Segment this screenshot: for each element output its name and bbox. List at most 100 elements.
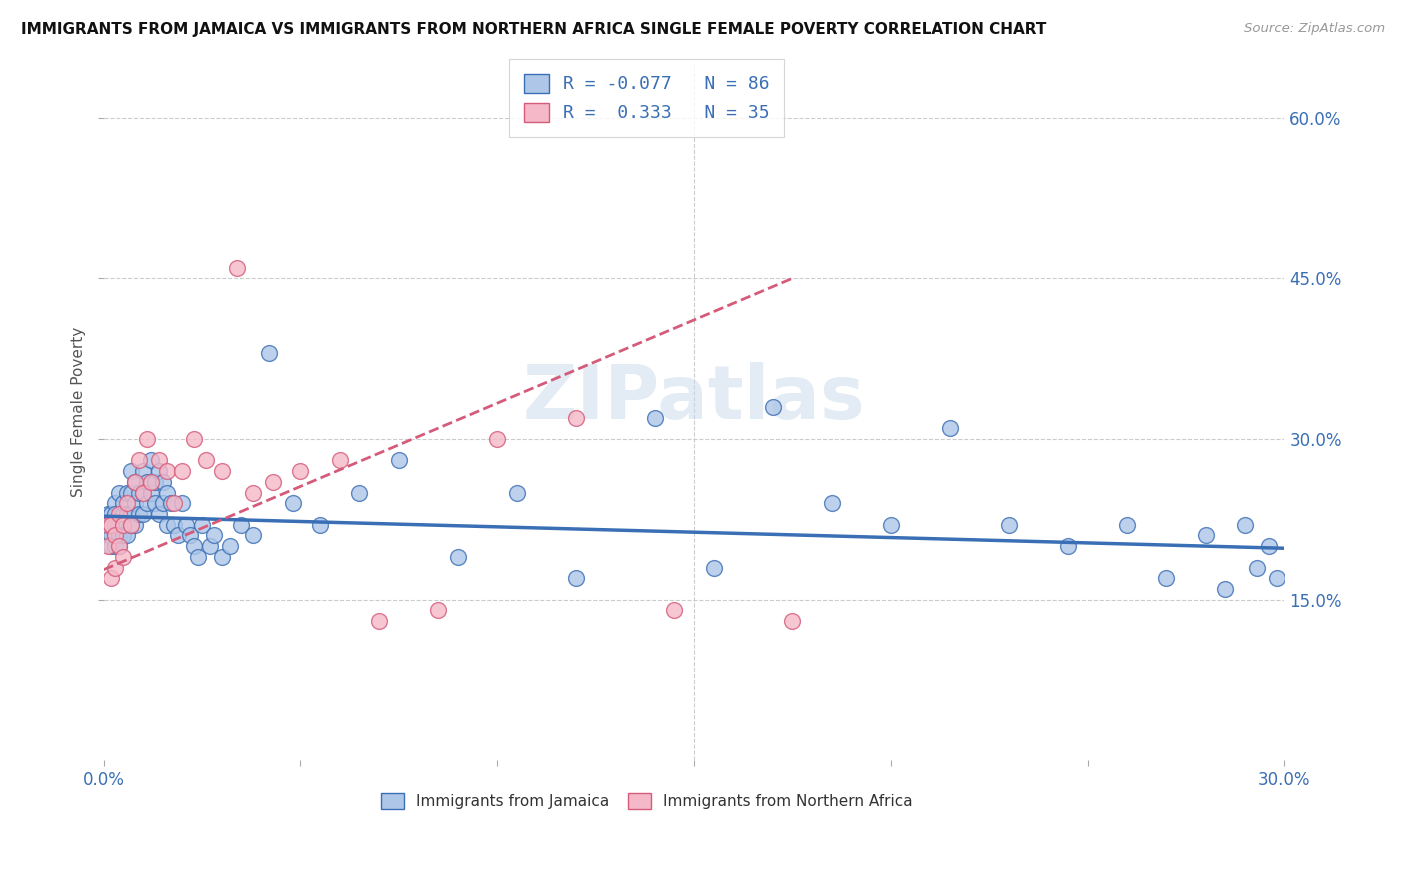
Point	[1195, 528, 1218, 542]
Point	[939, 421, 962, 435]
Point	[128, 453, 150, 467]
Point	[163, 496, 186, 510]
Point	[447, 549, 470, 564]
Point	[100, 517, 122, 532]
Point	[152, 496, 174, 510]
Point	[124, 496, 146, 510]
Point	[281, 496, 304, 510]
Point	[115, 485, 138, 500]
Point	[120, 464, 142, 478]
Point	[108, 528, 131, 542]
Point	[1215, 582, 1237, 596]
Point	[104, 507, 127, 521]
Point	[143, 475, 166, 489]
Point	[231, 517, 253, 532]
Point	[644, 410, 666, 425]
Point	[112, 549, 135, 564]
Point	[100, 507, 122, 521]
Point	[163, 517, 186, 532]
Point	[120, 507, 142, 521]
Point	[565, 571, 588, 585]
Point	[427, 603, 450, 617]
Point	[124, 475, 146, 489]
Point	[155, 464, 177, 478]
Point	[191, 517, 214, 532]
Point	[159, 496, 181, 510]
Point	[104, 528, 127, 542]
Point	[112, 517, 135, 532]
Point	[349, 485, 371, 500]
Point	[108, 485, 131, 500]
Point	[104, 496, 127, 510]
Point	[309, 517, 332, 532]
Point	[100, 528, 122, 542]
Point	[112, 496, 135, 510]
Point	[198, 539, 221, 553]
Point	[115, 507, 138, 521]
Point	[112, 517, 135, 532]
Point	[880, 517, 903, 532]
Point	[120, 517, 142, 532]
Point	[100, 539, 122, 553]
Point	[194, 453, 217, 467]
Point	[104, 517, 127, 532]
Point	[132, 507, 155, 521]
Point	[128, 507, 150, 521]
Point	[100, 571, 122, 585]
Point	[155, 485, 177, 500]
Point	[174, 517, 197, 532]
Point	[167, 528, 190, 542]
Point	[226, 260, 249, 275]
Point	[124, 475, 146, 489]
Point	[96, 517, 118, 532]
Point	[155, 517, 177, 532]
Text: ZIPatlas: ZIPatlas	[523, 362, 865, 434]
Point	[108, 539, 131, 553]
Point	[132, 485, 155, 500]
Point	[143, 496, 166, 510]
Point	[139, 475, 162, 489]
Point	[183, 432, 205, 446]
Point	[486, 432, 509, 446]
Point	[187, 549, 209, 564]
Point	[242, 485, 264, 500]
Point	[183, 539, 205, 553]
Point	[290, 464, 312, 478]
Point	[762, 400, 785, 414]
Point	[1116, 517, 1139, 532]
Point	[998, 517, 1021, 532]
Point	[104, 560, 127, 574]
Point	[128, 485, 150, 500]
Point	[179, 528, 201, 542]
Point	[242, 528, 264, 542]
Point	[96, 539, 118, 553]
Point	[172, 464, 194, 478]
Point	[388, 453, 411, 467]
Point	[172, 496, 194, 510]
Y-axis label: Single Female Poverty: Single Female Poverty	[72, 327, 86, 498]
Point	[506, 485, 529, 500]
Point	[132, 464, 155, 478]
Point	[211, 464, 233, 478]
Point	[821, 496, 844, 510]
Point	[664, 603, 686, 617]
Point	[108, 507, 131, 521]
Point	[120, 517, 142, 532]
Point	[262, 475, 284, 489]
Point	[1156, 571, 1178, 585]
Point	[100, 517, 122, 532]
Point	[135, 432, 157, 446]
Point	[124, 517, 146, 532]
Legend: Immigrants from Jamaica, Immigrants from Northern Africa: Immigrants from Jamaica, Immigrants from…	[375, 787, 918, 815]
Point	[218, 539, 240, 553]
Point	[104, 528, 127, 542]
Point	[211, 549, 233, 564]
Point	[1265, 571, 1288, 585]
Point	[1246, 560, 1268, 574]
Point	[139, 453, 162, 467]
Point	[1057, 539, 1080, 553]
Point	[104, 539, 127, 553]
Point	[108, 517, 131, 532]
Point	[148, 464, 170, 478]
Point	[112, 528, 135, 542]
